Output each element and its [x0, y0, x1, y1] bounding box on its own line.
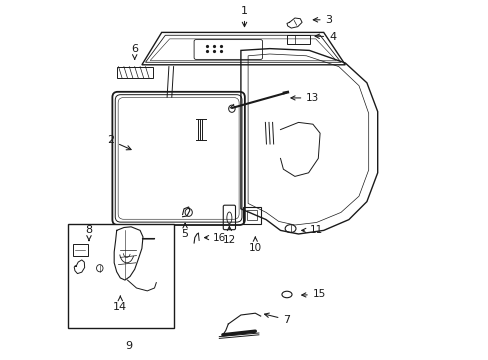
Polygon shape — [74, 260, 84, 274]
Text: 12: 12 — [223, 226, 236, 245]
Text: 16: 16 — [204, 233, 225, 243]
Text: 10: 10 — [248, 237, 262, 253]
Text: 9: 9 — [125, 341, 132, 351]
Text: 1: 1 — [241, 6, 247, 27]
Text: 3: 3 — [313, 15, 332, 25]
Text: 6: 6 — [131, 44, 138, 59]
FancyBboxPatch shape — [68, 224, 174, 328]
Text: 14: 14 — [113, 296, 127, 312]
FancyBboxPatch shape — [117, 67, 152, 78]
Text: 8: 8 — [85, 225, 92, 240]
Text: 7: 7 — [264, 313, 290, 325]
Text: 5: 5 — [181, 223, 188, 239]
Text: 4: 4 — [314, 32, 336, 42]
Text: 13: 13 — [290, 93, 319, 103]
Text: 15: 15 — [301, 289, 325, 300]
Text: 2: 2 — [107, 135, 131, 150]
Text: 11: 11 — [301, 225, 323, 235]
